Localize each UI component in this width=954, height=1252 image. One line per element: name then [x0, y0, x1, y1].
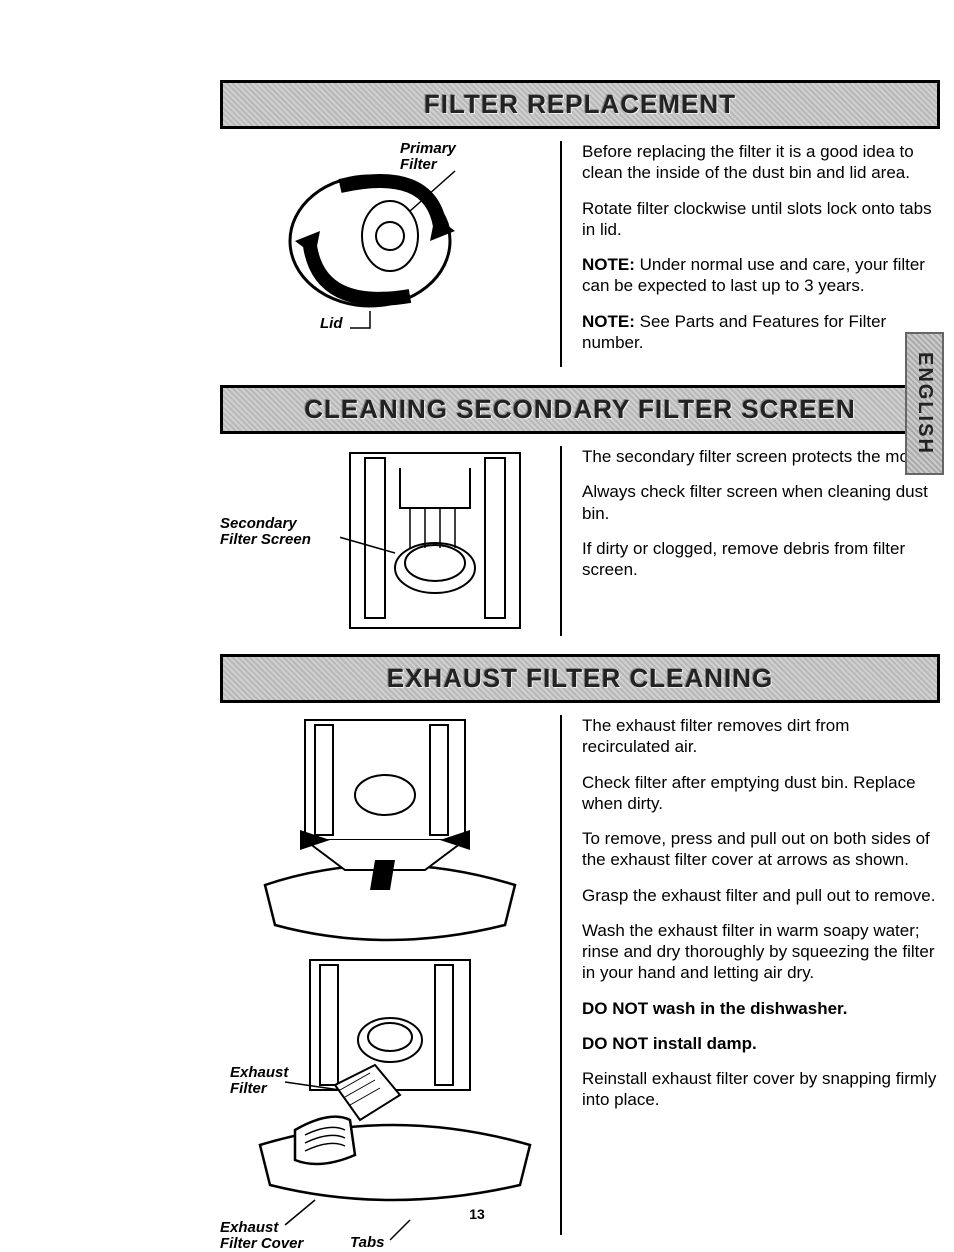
para: The exhaust filter removes dirt from rec… [582, 715, 940, 758]
exhaust-cover-removal-illustration [245, 715, 545, 950]
diagram-filter-replacement: Primary Filter Lid [220, 141, 560, 367]
para: Wash the exhaust filter in warm soapy wa… [582, 920, 940, 984]
note-label: NOTE: [582, 255, 635, 274]
para: Rotate filter clockwise until slots lock… [582, 198, 940, 241]
manual-page: FILTER REPLACEMENT Primary Filter Lid [220, 80, 940, 1235]
lid-pointer [345, 306, 385, 336]
para: To remove, press and pull out on both si… [582, 828, 940, 871]
header-secondary-filter: CLEANING SECONDARY FILTER SCREEN [220, 385, 940, 434]
header-filter-replacement: FILTER REPLACEMENT [220, 80, 940, 129]
section-secondary-filter: Secondary Filter Screen The secondary fi… [220, 446, 940, 636]
lid-filter-illustration [280, 156, 480, 326]
callout-secondary-filter-screen: Secondary Filter Screen [220, 516, 311, 548]
note-label: NOTE: [582, 312, 635, 331]
text-secondary-filter: The secondary filter screen protects the… [560, 446, 940, 636]
para: Before replacing the filter it is a good… [582, 141, 940, 184]
para: The secondary filter screen protects the… [582, 446, 940, 467]
vacuum-body-illustration [340, 448, 540, 633]
pointer-exhaust-filter [280, 1070, 360, 1100]
para: If dirty or clogged, remove debris from … [582, 538, 940, 581]
section-filter-replacement: Primary Filter Lid Before replacin [220, 141, 940, 367]
text-exhaust-filter: The exhaust filter removes dirt from rec… [560, 715, 940, 1235]
section-exhaust-filter: Exhaust Filter Exhaust Filter Cover Tabs… [220, 715, 940, 1235]
language-tab: ENGLISH [905, 332, 944, 475]
page-number: 13 [0, 1206, 954, 1222]
text-filter-replacement: Before replacing the filter it is a good… [560, 141, 940, 367]
note: NOTE: Under normal use and care, your fi… [582, 254, 940, 297]
header-exhaust-filter: EXHAUST FILTER CLEANING [220, 654, 940, 703]
warning: DO NOT wash in the dishwasher. [582, 998, 940, 1019]
para: Always check filter screen when cleaning… [582, 481, 940, 524]
diagram-secondary-filter: Secondary Filter Screen [220, 446, 560, 636]
warning: DO NOT install damp. [582, 1033, 940, 1054]
para: Grasp the exhaust filter and pull out to… [582, 885, 940, 906]
callout-lid: Lid [320, 316, 343, 332]
para: Check filter after emptying dust bin. Re… [582, 772, 940, 815]
para: Reinstall exhaust filter cover by snappi… [582, 1068, 940, 1111]
diagram-exhaust-filter: Exhaust Filter Exhaust Filter Cover Tabs [220, 715, 560, 1235]
callout-tabs: Tabs [350, 1235, 384, 1251]
note: NOTE: See Parts and Features for Filter … [582, 311, 940, 354]
